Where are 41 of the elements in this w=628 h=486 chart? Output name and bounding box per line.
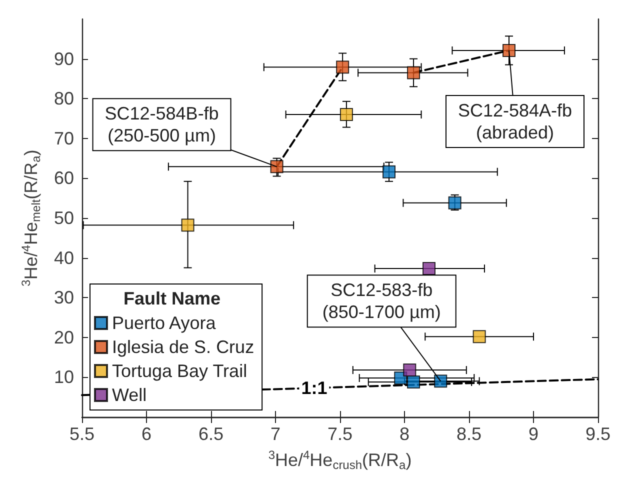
y-tick-label: 20: [54, 327, 74, 348]
y-tick-label: 70: [54, 128, 74, 148]
legend-label: Iglesia de S. Cruz: [112, 337, 254, 357]
x-tick-label: 7: [270, 424, 281, 444]
x-tick-label: 8.5: [456, 424, 482, 444]
legend-label: Puerto Ayora: [112, 313, 217, 333]
y-tick-label: 50: [54, 208, 74, 228]
y-tick-label: 90: [54, 48, 74, 69]
y-tick-label: 30: [54, 288, 74, 308]
y-tick-label: 10: [54, 367, 74, 388]
series-label: 1:1: [301, 378, 328, 398]
annotation: SC12-583-fb (850-1700 µm): [322, 280, 441, 322]
point: [422, 262, 436, 276]
annotation: SC12-584A-fb (abraded): [458, 100, 572, 142]
x-tick-label: 6: [141, 424, 152, 444]
point: [403, 364, 416, 377]
point: [336, 60, 350, 74]
x-tick-label: 9: [528, 424, 539, 444]
point: [270, 160, 284, 174]
x-tick-label: 8: [399, 424, 410, 444]
x-tick-label: 6.5: [198, 424, 224, 444]
point: [434, 374, 448, 388]
y-axis-title: 3He/4Hemelt(R/Ra): [19, 150, 43, 286]
point: [472, 330, 486, 344]
point: [407, 66, 420, 80]
point: [181, 218, 194, 232]
y-tick-label: 40: [54, 248, 74, 268]
annotation: SC12-584B-fb (250-500 µm): [104, 104, 219, 146]
legend-title: Fault Name: [124, 288, 221, 308]
point: [382, 165, 396, 178]
point: [407, 375, 420, 388]
y-tick-label: 60: [54, 168, 74, 188]
point: [340, 108, 353, 122]
legend-label: Well: [112, 385, 147, 405]
point: [502, 44, 516, 57]
x-tick-label: 5.5: [69, 424, 95, 444]
x-tick-label: 9.5: [585, 424, 611, 444]
legend-label: Tortuga Bay Trail: [112, 361, 248, 381]
y-tick-label: 80: [54, 88, 74, 109]
x-tick-label: 7.5: [327, 424, 353, 444]
point: [448, 196, 462, 210]
